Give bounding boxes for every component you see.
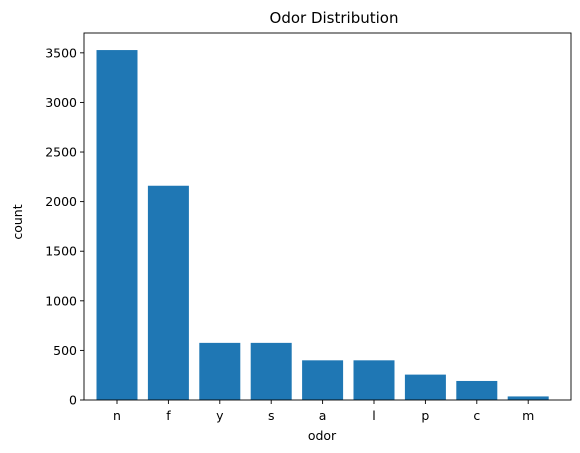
bars-layer bbox=[96, 50, 549, 401]
x-tick-label-y: y bbox=[216, 408, 224, 423]
y-axis-ticks: 0 500 1000 1500 2000 2500 3000 3500 bbox=[45, 45, 84, 408]
bar-l bbox=[353, 360, 395, 400]
x-tick-label-l: l bbox=[372, 408, 375, 423]
x-tick-label-n: n bbox=[113, 408, 121, 423]
bar-c bbox=[456, 380, 498, 400]
x-tick-label-m: m bbox=[522, 408, 534, 423]
bar-a bbox=[302, 360, 344, 400]
bar-f bbox=[147, 185, 189, 400]
y-tick-label-2500: 2500 bbox=[45, 145, 77, 160]
x-axis-label: odor bbox=[308, 428, 337, 443]
y-tick-label-500: 500 bbox=[53, 343, 77, 358]
bar-y bbox=[199, 342, 241, 400]
chart-title: Odor Distribution bbox=[270, 9, 399, 27]
y-tick-label-0: 0 bbox=[69, 393, 77, 408]
bar-m bbox=[507, 396, 549, 400]
x-tick-label-s: s bbox=[268, 408, 275, 423]
x-tick-label-p: p bbox=[421, 408, 429, 423]
y-tick-label-3500: 3500 bbox=[45, 45, 77, 60]
x-tick-label-f: f bbox=[166, 408, 171, 423]
x-tick-label-a: a bbox=[319, 408, 327, 423]
y-tick-label-1000: 1000 bbox=[45, 293, 77, 308]
bar-n bbox=[96, 50, 138, 401]
y-tick-label-3000: 3000 bbox=[45, 95, 77, 110]
bar-p bbox=[404, 374, 446, 400]
bar-s bbox=[250, 342, 292, 400]
plot-frame bbox=[83, 32, 572, 401]
y-tick-label-1500: 1500 bbox=[45, 244, 77, 259]
x-tick-label-c: c bbox=[473, 408, 480, 423]
y-axis-label: count bbox=[10, 204, 25, 239]
y-tick-label-2000: 2000 bbox=[45, 194, 77, 209]
